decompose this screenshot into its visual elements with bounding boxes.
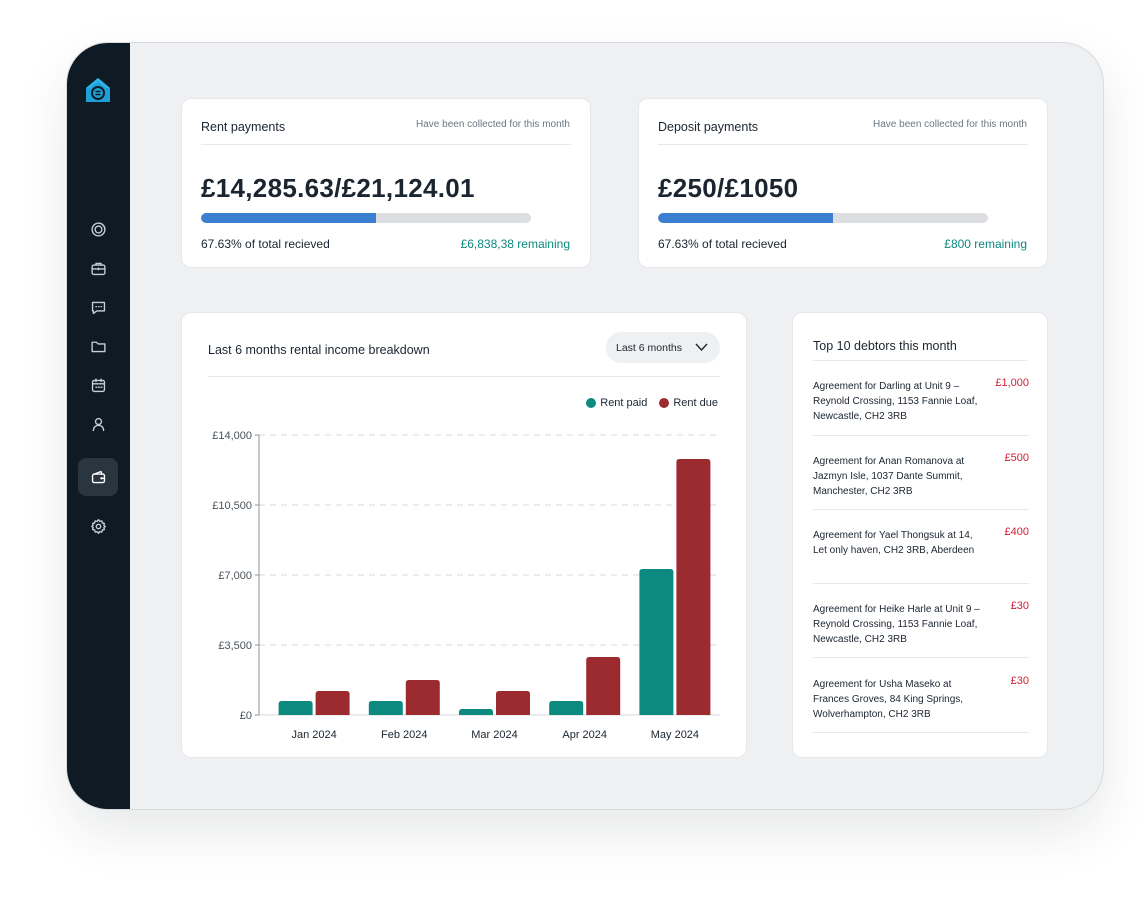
range-select-label: Last 6 months: [616, 341, 682, 354]
income-chart-card: Last 6 months rental income breakdown La…: [181, 312, 747, 758]
deposit-card-title: Deposit payments: [658, 120, 759, 134]
deposit-percent-text: 67.63% of total recieved: [658, 237, 787, 251]
legend-item-rent-paid: Rent paid: [586, 397, 647, 409]
debtor-amount: £30: [1010, 675, 1029, 687]
divider: [208, 376, 720, 377]
bar-chart: £0 £3,500 £7,000 £10,500 £14,000 Jan 2024 Feb …: [212, 430, 720, 741]
deposit-card-subtitle: Have been collected for this month: [873, 119, 1027, 130]
sidebar: [67, 43, 130, 809]
app-logo[interactable]: [85, 77, 111, 103]
nav-messages[interactable]: [78, 288, 118, 326]
nav-dashboard[interactable]: [78, 210, 118, 248]
bar-rent-due: [315, 691, 350, 715]
briefcase-icon: [90, 262, 106, 275]
debtor-item[interactable]: Agreement for Anan Romanova at Jazmyn Is…: [813, 452, 1029, 510]
rent-progress-bar: [201, 213, 531, 223]
debtor-amount: £30: [1010, 600, 1029, 612]
rent-progress-fill: [201, 213, 376, 223]
debtor-text: Agreement for Heike Harle at Unit 9 – Re…: [813, 604, 980, 645]
chat-icon: [91, 301, 105, 314]
divider: [813, 360, 1027, 361]
bar-rent-due: [405, 680, 440, 715]
deposit-amount: £250/£1050: [658, 173, 799, 203]
legend-dot: [659, 398, 670, 408]
user-icon: [92, 417, 104, 431]
debtor-text: Agreement for Usha Maseko at Frances Gro…: [813, 679, 964, 720]
settings-icon: [90, 518, 106, 534]
debtor-text: Agreement for Yael Thongsuk at 14, Let o…: [813, 530, 975, 556]
bar-rent-paid: [459, 709, 493, 715]
bar-rent-paid: [549, 701, 584, 715]
bar-rent-due: [676, 459, 711, 715]
nav-calendar[interactable]: [78, 366, 118, 404]
legend-dot: [586, 398, 597, 408]
folder-icon: [90, 341, 106, 352]
legend-label: Rent due: [673, 397, 718, 409]
device-frame: Rent payments Have been collected for th…: [66, 42, 1104, 810]
debtor-amount: £500: [1004, 452, 1029, 464]
nav-tenants[interactable]: [78, 405, 118, 443]
bar-rent-due: [496, 691, 530, 715]
y-tick-label: £14,000: [212, 430, 252, 442]
rent-payments-card: Rent payments Have been collected for th…: [181, 98, 591, 268]
rent-amount: £14,285.63/£21,124.01: [201, 173, 475, 203]
debtor-amount: £400: [1004, 526, 1029, 538]
bar-rent-paid: [278, 701, 313, 715]
debtor-item[interactable]: Agreement for Usha Maseko at Frances Gro…: [813, 675, 1029, 733]
deposit-payments-card: Deposit payments Have been collected for…: [638, 98, 1048, 268]
nav-finance[interactable]: [78, 458, 118, 496]
y-tick-label: £0: [240, 710, 252, 722]
calendar-icon: [91, 377, 105, 392]
bar-rent-paid: [639, 569, 674, 715]
debtor-item[interactable]: Agreement for Yael Thongsuk at 14, Let o…: [813, 526, 1029, 584]
debtor-amount: £1,000: [995, 377, 1029, 389]
debtor-item[interactable]: Agreement for Heike Harle at Unit 9 – Re…: [813, 600, 1029, 658]
chevron-down-icon: [695, 343, 708, 352]
wallet-icon: [91, 470, 105, 483]
x-tick-label: Mar 2024: [471, 729, 517, 741]
bar-rent-due: [586, 657, 621, 715]
legend-item-rent-due: Rent due: [659, 397, 718, 409]
debtor-text: Agreement for Darling at Unit 9 – Reynol…: [813, 381, 978, 422]
debtor-text: Agreement for Anan Romanova at Jazmyn Is…: [813, 456, 965, 497]
divider: [658, 144, 1028, 145]
x-tick-label: Jan 2024: [291, 729, 336, 741]
nav-properties[interactable]: [78, 249, 118, 287]
bar-rent-paid: [368, 701, 403, 715]
rent-percent-text: 67.63% of total recieved: [201, 237, 330, 251]
rent-card-title: Rent payments: [201, 120, 286, 134]
deposit-remaining: £800 remaining: [944, 237, 1027, 251]
rent-card-subtitle: Have been collected for this month: [416, 119, 570, 130]
nav-documents[interactable]: [78, 327, 118, 365]
legend-label: Rent paid: [600, 397, 648, 409]
y-tick-label: £7,000: [218, 570, 252, 582]
dashboard-icon: [90, 221, 106, 237]
divider: [201, 144, 571, 145]
deposit-progress-bar: [658, 213, 988, 223]
x-tick-label: May 2024: [651, 729, 699, 741]
deposit-progress-fill: [658, 213, 833, 223]
y-tick-label: £3,500: [218, 640, 252, 652]
x-tick-label: Apr 2024: [562, 729, 607, 741]
range-select[interactable]: Last 6 months: [606, 332, 720, 363]
x-tick-label: Feb 2024: [381, 729, 427, 741]
rent-remaining: £6,838,38 remaining: [460, 237, 570, 251]
debtors-title: Top 10 debtors this month: [813, 339, 957, 353]
debtors-card: Top 10 debtors this month Agreement for …: [792, 312, 1048, 758]
chart-title: Last 6 months rental income breakdown: [208, 343, 430, 357]
nav-settings[interactable]: [78, 507, 118, 545]
y-tick-label: £10,500: [212, 500, 252, 512]
chart-legend: Rent paid Rent due: [586, 397, 718, 409]
debtor-item[interactable]: Agreement for Darling at Unit 9 – Reynol…: [813, 377, 1029, 436]
